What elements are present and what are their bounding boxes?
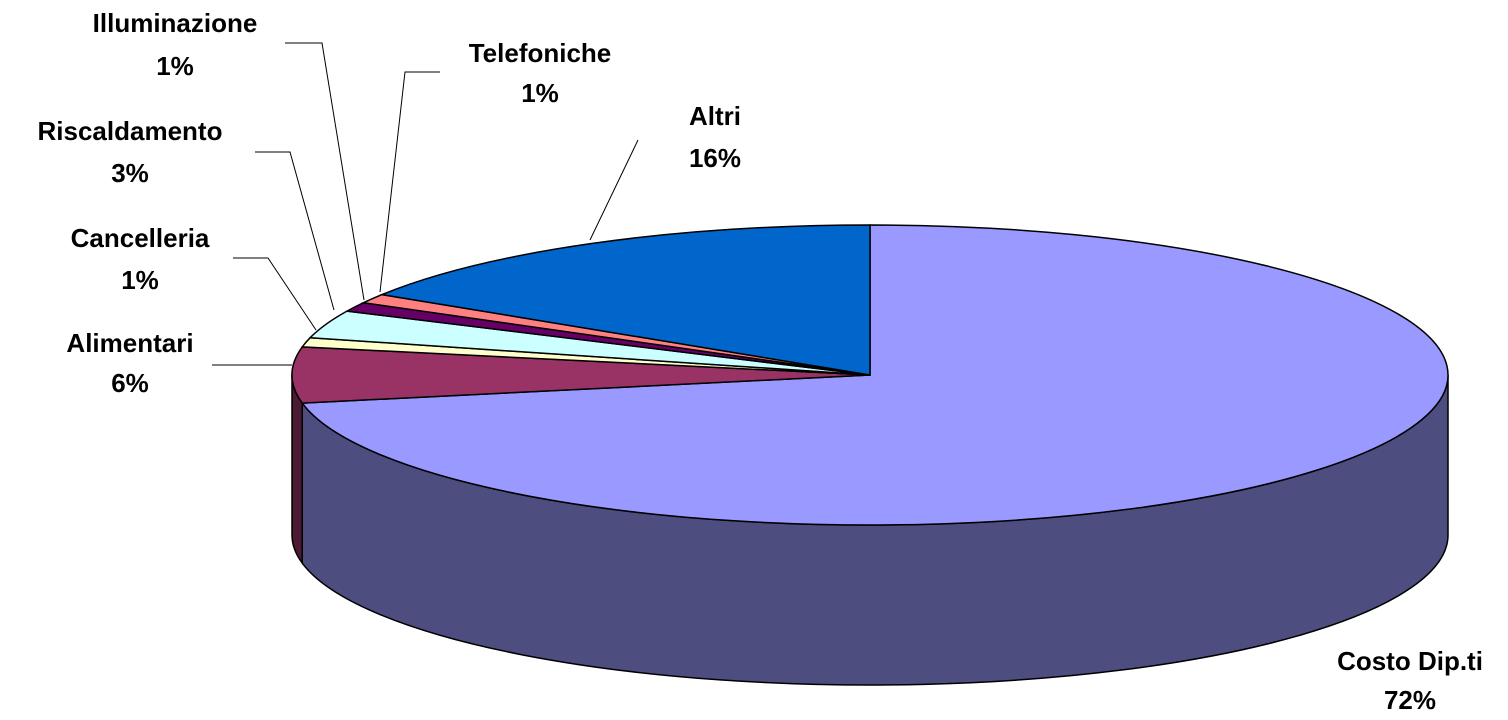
leader-line <box>233 257 317 331</box>
slice-value-label: 1% <box>121 265 159 295</box>
leader-line <box>285 42 365 301</box>
slice-label: Alimentari <box>66 328 193 358</box>
slice-value-label: 16% <box>689 143 741 173</box>
slice <box>300 224 1449 526</box>
slice-value-label: 3% <box>111 158 149 188</box>
leader-line <box>379 71 440 293</box>
slice-side <box>291 374 303 566</box>
slice-value-label: 1% <box>156 51 194 81</box>
slice-label: Telefoniche <box>469 38 612 68</box>
slice-label: Altri <box>689 101 741 131</box>
slice-label: Cancelleria <box>71 223 210 253</box>
slice-label: Illuminazione <box>93 8 258 38</box>
slice-label: Costo Dip.ti <box>1337 646 1483 676</box>
slice-value-label: 1% <box>521 78 559 108</box>
leader-line <box>589 139 639 241</box>
slice-label: Riscaldamento <box>38 116 223 146</box>
slice-value-label: 72% <box>1384 685 1436 715</box>
slice <box>379 224 871 376</box>
slice <box>291 346 871 404</box>
leader-line <box>255 151 335 311</box>
slice-value-label: 6% <box>111 368 149 398</box>
